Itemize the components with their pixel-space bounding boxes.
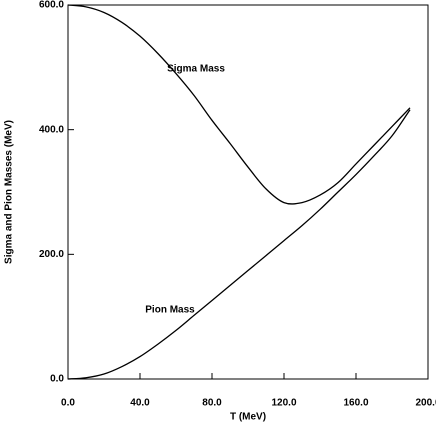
series-line [67,4,411,205]
y-axis-label: Sigma and Pion Masses (MeV) [4,120,15,264]
x-axis-label: T (MeV) [230,412,266,423]
y-tick-label: 200.0 [39,249,64,260]
x-tick-label: 120.0 [271,398,296,409]
x-tick-label: 200.0 [415,398,436,409]
plot-frame [67,4,429,380]
annotation: Pion Mass [145,305,195,316]
series-line [67,109,411,380]
y-tick-label: 600.0 [39,0,64,11]
x-tick-label: 0.0 [61,398,75,409]
y-tick-label: 0.0 [50,374,64,385]
x-tick-label: 80.0 [202,398,222,409]
x-tick-label: 160.0 [343,398,368,409]
y-tick-label: 400.0 [39,124,64,135]
annotation: Sigma Mass [167,64,225,75]
x-tick-label: 40.0 [130,398,150,409]
